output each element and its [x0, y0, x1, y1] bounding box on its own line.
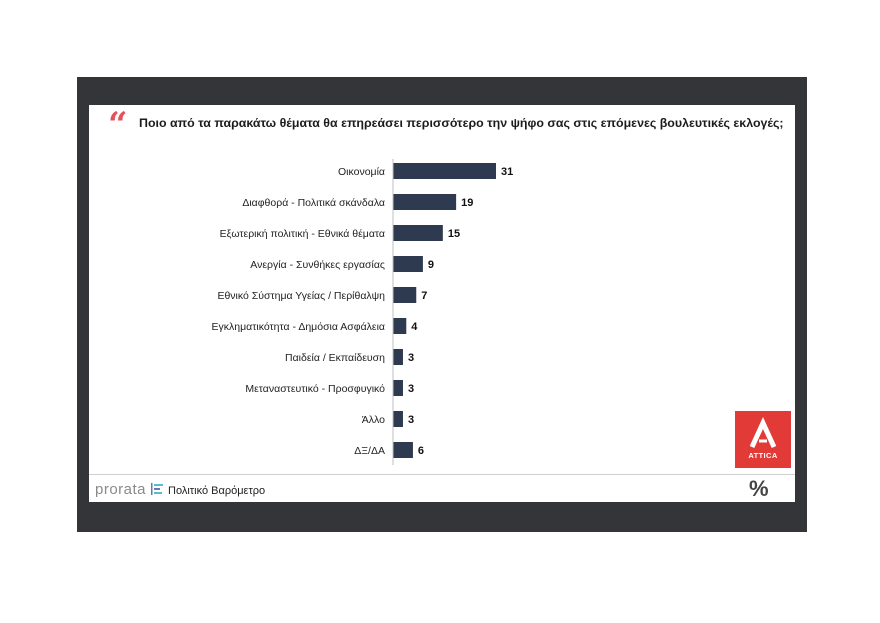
quote-mark-icon: “	[108, 105, 127, 145]
data-label: 3	[408, 352, 414, 364]
prorata-logo: prorata	[95, 481, 147, 498]
category-label: Οικονομία	[338, 166, 385, 178]
chart-question-title: Ποιο από τα παρακάτω θέματα θα επηρεάσει…	[139, 116, 784, 130]
category-label: ΔΞ/ΔΑ	[354, 445, 385, 457]
data-label: 9	[428, 259, 434, 271]
bar	[393, 318, 407, 334]
footer-title: Πολιτικό Βαρόμετρο	[168, 485, 266, 497]
data-label: 6	[418, 445, 424, 457]
footer-divider	[89, 474, 795, 475]
bar	[393, 163, 496, 179]
bar	[393, 256, 423, 272]
category-label: Εξωτερική πολιτική - Εθνικά θέματα	[220, 228, 385, 240]
attica-logo: ATTICA	[735, 411, 791, 468]
bar	[393, 411, 403, 427]
category-label: Ανεργία - Συνθήκες εργασίας	[250, 259, 385, 271]
data-label: 19	[461, 197, 473, 209]
data-label: 7	[421, 290, 427, 302]
category-label: Εγκληματικότητα - Δημόσια Ασφάλεια	[212, 321, 385, 333]
data-label: 31	[501, 166, 513, 178]
data-label: 4	[411, 321, 418, 333]
percent-icon: %	[749, 476, 769, 501]
attica-a-icon	[749, 416, 777, 449]
attica-logo-text: ATTICA	[748, 451, 778, 460]
data-label: 3	[408, 414, 414, 426]
category-label: Παιδεία / Εκπαίδευση	[285, 352, 385, 364]
category-label: Μεταναστευτικό - Προσφυγικό	[245, 383, 385, 395]
category-label: Εθνικό Σύστημα Υγείας / Περίθαλψη	[217, 290, 385, 302]
bar	[393, 380, 403, 396]
bar	[393, 225, 443, 241]
bar	[393, 349, 403, 365]
prorata-bars-icon	[151, 483, 163, 495]
bar	[393, 442, 413, 458]
data-label: 15	[448, 228, 460, 240]
bar	[393, 194, 457, 210]
category-label: Άλλο	[362, 414, 385, 426]
data-label: 3	[408, 383, 414, 395]
bar	[393, 287, 417, 303]
category-label: Διαφθορά - Πολιτικά σκάνδαλα	[242, 197, 385, 209]
